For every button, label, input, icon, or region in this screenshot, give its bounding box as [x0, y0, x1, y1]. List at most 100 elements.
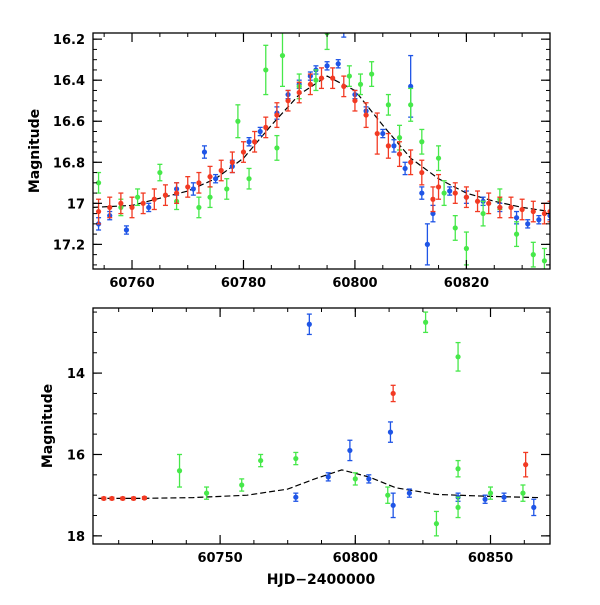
bottom-green-marker: [455, 466, 461, 472]
top-red-marker: [95, 208, 102, 215]
top-red-point: [185, 176, 191, 198]
top-red-point: [107, 196, 113, 219]
top-xtick-label: 60760: [109, 276, 154, 291]
top-red-point: [519, 198, 525, 221]
top-ytick-label: 17.2: [53, 238, 85, 253]
top-red-marker: [352, 98, 358, 104]
top-blue-point: [341, 33, 347, 38]
bottom-green-point: [176, 453, 183, 488]
bottom-xtick-label: 60850: [468, 551, 513, 566]
bottom-green-point: [239, 478, 245, 492]
bottom-model-curve: [98, 469, 540, 499]
top-green-marker: [279, 52, 286, 59]
top-red-point: [408, 149, 414, 176]
bottom-ytick-label: 18: [67, 530, 85, 545]
bottom-blue-point: [482, 494, 488, 504]
bottom-ytick-label: 16: [67, 448, 85, 463]
top-blue-marker: [146, 204, 152, 211]
top-red-marker: [385, 143, 391, 149]
top-blue-point: [213, 173, 219, 184]
bottom-red-point: [390, 384, 396, 403]
bottom-green-point: [352, 472, 358, 486]
top-green-marker: [419, 139, 425, 145]
top-blue-marker: [201, 149, 208, 155]
top-red-point: [452, 182, 458, 204]
bottom-green-marker: [520, 490, 526, 496]
top-green-point: [346, 65, 352, 88]
bottom-green-marker: [487, 490, 494, 496]
top-red-marker: [452, 190, 458, 196]
top-red-marker: [151, 196, 157, 202]
top-ytick-label: 16.6: [53, 115, 85, 130]
top-red-marker: [207, 174, 213, 180]
bottom-green-marker: [455, 504, 461, 510]
top-blue-marker: [123, 227, 130, 233]
top-green-point: [235, 104, 241, 139]
bottom-green-point: [433, 510, 440, 537]
bottom-red-point: [523, 451, 529, 478]
top-blue-marker: [447, 188, 453, 194]
top-green-marker: [396, 135, 403, 141]
bottom-green-marker: [423, 319, 429, 325]
bottom-blue-marker: [501, 494, 507, 500]
top-blue-marker: [246, 139, 252, 145]
bottom-blue-marker: [293, 494, 299, 500]
top-red-marker: [129, 204, 135, 211]
top-xtick-label: 60800: [332, 276, 377, 291]
bottom-green-marker: [203, 490, 210, 496]
top-red-marker: [173, 190, 180, 196]
bottom-blue-marker: [306, 321, 312, 327]
bottom-green-point: [487, 486, 494, 500]
bottom-green-point: [520, 484, 526, 502]
top-red-marker: [274, 112, 280, 118]
top-blue-point: [402, 161, 408, 176]
top-red-marker: [229, 159, 235, 165]
bottom-green-marker: [293, 455, 299, 462]
top-green-point: [419, 128, 425, 155]
top-red-point: [263, 116, 269, 139]
top-red-point: [385, 132, 391, 159]
top-red-marker: [252, 139, 258, 145]
top-red-point: [285, 89, 291, 112]
bottom-green-point: [455, 341, 461, 372]
top-blue-marker: [380, 130, 386, 137]
bottom-green-point: [455, 496, 461, 519]
bottom-green-point: [258, 453, 264, 468]
top-ytick-label: 16.2: [53, 33, 85, 48]
top-red-point: [307, 73, 313, 96]
bottom-blue-point: [306, 313, 312, 336]
top-red-point: [352, 89, 358, 112]
top-blue-point: [424, 223, 430, 266]
top-red-point: [318, 67, 325, 90]
top-red-marker: [296, 89, 302, 96]
top-red-point: [430, 186, 436, 213]
top-red-point: [474, 190, 481, 213]
bottom-red-point: [101, 495, 107, 502]
top-blue-marker: [408, 83, 414, 89]
top-panel-frame: [92, 32, 551, 270]
top-blue-point: [380, 128, 386, 139]
bottom-blue-marker: [531, 504, 537, 510]
top-red-marker: [363, 112, 369, 118]
bottom-red-marker: [120, 495, 126, 502]
top-red-point: [374, 112, 380, 155]
bottom-blue-point: [387, 421, 394, 443]
top-green-marker: [95, 180, 102, 186]
top-green-marker: [157, 169, 163, 176]
top-green-marker: [541, 258, 548, 264]
top-red-point: [229, 151, 235, 174]
bottom-red-point: [141, 495, 147, 501]
top-blue-point: [447, 186, 453, 196]
top-red-point: [207, 165, 213, 188]
top-red-marker: [118, 200, 124, 206]
top-red-marker: [474, 198, 481, 204]
top-green-marker: [408, 102, 414, 108]
bottom-blue-marker: [347, 447, 353, 454]
top-ytick-label: 16.8: [53, 156, 85, 171]
bottom-red-point: [120, 495, 126, 502]
bottom-blue-point: [501, 492, 507, 502]
bottom-xlabel: HJD−2400000: [267, 572, 376, 588]
top-green-point: [385, 93, 391, 116]
top-ytick-label: 17: [67, 197, 85, 212]
